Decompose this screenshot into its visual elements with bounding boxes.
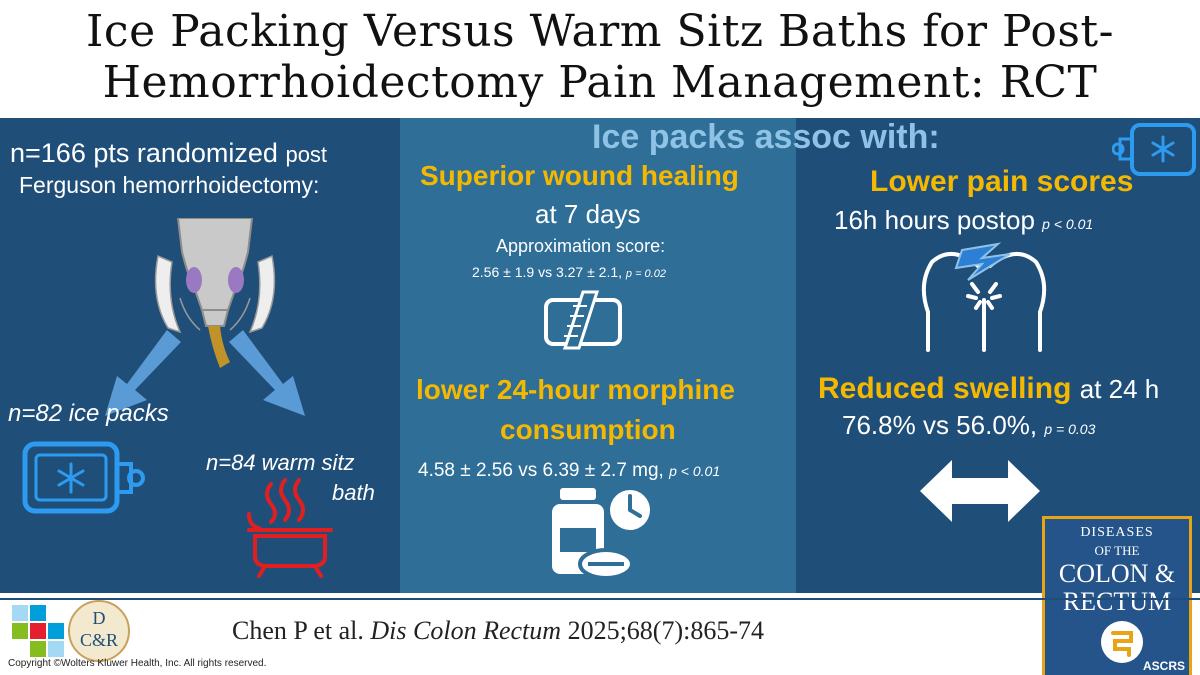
page-title: Ice Packing Versus Warm Sitz Baths for P… bbox=[0, 6, 1200, 108]
morphine-values: 4.58 ± 2.56 vs 6.39 ± 2.7 mg, p < 0.01 bbox=[418, 460, 720, 482]
journal-line-4: RECTUM bbox=[1062, 587, 1172, 616]
journal-society: ASCRS bbox=[1142, 659, 1185, 673]
morphine-title-line-2: consumption bbox=[500, 414, 676, 445]
pain-p-value: p < 0.01 bbox=[1042, 216, 1094, 232]
citation-authors: Chen P et al. bbox=[232, 616, 364, 645]
results-header: Ice packs assoc with: bbox=[592, 118, 940, 156]
ice-pack-icon bbox=[22, 441, 145, 514]
swelling-title: Reduced swelling bbox=[818, 372, 1072, 405]
citation-journal: Dis Colon Rectum bbox=[370, 616, 562, 645]
title-line-1: Ice Packing Versus Warm Sitz Baths for P… bbox=[86, 6, 1114, 57]
colon-icon bbox=[1101, 621, 1143, 663]
approximation-p-value: p = 0.02 bbox=[625, 268, 666, 280]
morphine-p-value: p < 0.01 bbox=[669, 463, 721, 479]
randomization-arrows-icon bbox=[105, 330, 305, 416]
pain-scores-title: Lower pain scores bbox=[870, 165, 1134, 198]
medication-icon bbox=[552, 488, 650, 580]
sample-size-post: post bbox=[285, 142, 328, 167]
approximation-label: Approximation score: bbox=[496, 236, 666, 256]
dcr-logo-line-1: D bbox=[92, 608, 106, 628]
wolters-kluwer-logo-icon bbox=[12, 605, 64, 657]
swelling-p-value: p = 0.03 bbox=[1044, 421, 1096, 437]
warm-group-label-line-2: bath bbox=[332, 480, 375, 505]
anatomy-icon bbox=[154, 218, 276, 368]
wound-healing-title: Superior wound healing bbox=[420, 160, 739, 191]
citation-ref: 2025;68(7):865-74 bbox=[567, 616, 764, 645]
dcr-logo: D C&R bbox=[68, 600, 130, 662]
warm-group-label-line-1: n=84 warm sitz bbox=[206, 450, 355, 475]
pain-time: 16h hours postop p < 0.01 bbox=[834, 205, 1093, 236]
warm-bath-icon bbox=[247, 478, 333, 578]
journal-line-2: OF THE bbox=[1094, 543, 1140, 558]
ice-group-label: n=82 ice packs bbox=[8, 400, 169, 427]
morphine-title-line-1: lower 24-hour morphine bbox=[416, 374, 735, 405]
journal-line-3: COLON & bbox=[1058, 559, 1176, 588]
journal-line-1: DISEASES bbox=[1080, 525, 1154, 540]
approximation-values-text: 2.56 ± 1.9 vs 3.27 ± 2.1, bbox=[472, 264, 623, 280]
dcr-logo-line-2: C&R bbox=[79, 630, 118, 650]
sample-size-main: n=166 pts randomized bbox=[10, 138, 278, 168]
swelling-values: 76.8% vs 56.0%, p = 0.03 bbox=[842, 410, 1095, 441]
ice-pack-small-icon bbox=[1112, 123, 1196, 176]
copyright: Copyright ©Wolters Kluwer Health, Inc. A… bbox=[8, 658, 267, 669]
wound-healing-time: at 7 days bbox=[535, 199, 641, 229]
swelling-line: Reduced swelling at 24 h bbox=[818, 372, 1159, 406]
swelling-values-text: 76.8% vs 56.0%, bbox=[842, 410, 1038, 440]
journal-cover: DISEASES OF THE COLON & RECTUM ASCRS bbox=[1042, 516, 1192, 675]
buttocks-pain-icon bbox=[921, 242, 1047, 352]
approximation-values: 2.56 ± 1.9 vs 3.27 ± 2.1, p = 0.02 bbox=[472, 264, 666, 280]
footer-divider bbox=[0, 598, 1200, 600]
right-panel bbox=[796, 118, 1200, 593]
citation: Chen P et al. Dis Colon Rectum 2025;68(7… bbox=[232, 616, 764, 646]
sample-size: n=166 pts randomized post bbox=[10, 138, 327, 169]
morphine-values-text: 4.58 ± 2.56 vs 6.39 ± 2.7 mg, bbox=[418, 460, 664, 481]
wound-dressing-icon bbox=[544, 290, 622, 350]
title-line-2: Hemorrhoidectomy Pain Management: RCT bbox=[102, 57, 1098, 108]
pain-time-text: 16h hours postop bbox=[834, 205, 1035, 235]
double-arrow-icon bbox=[920, 460, 1040, 522]
left-panel bbox=[0, 118, 400, 593]
swelling-time: at 24 h bbox=[1079, 374, 1160, 404]
procedure-label: Ferguson hemorrhoidectomy: bbox=[19, 172, 320, 198]
